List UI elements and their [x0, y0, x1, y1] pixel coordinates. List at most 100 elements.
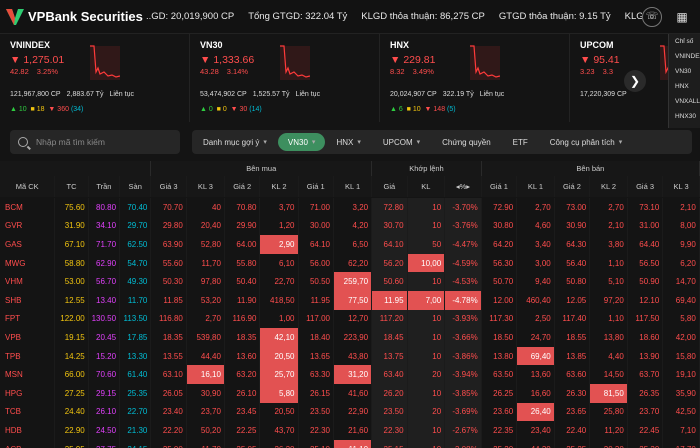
tab-vn30[interactable]: VN30 ▾ — [277, 133, 326, 151]
stock-symbol[interactable]: TCB — [0, 402, 56, 422]
search-box[interactable] — [10, 130, 180, 154]
stock-symbol[interactable]: FPT — [0, 309, 56, 329]
table-row[interactable]: GVR 31.90 34.10 29.70 29.80 20,40 29.90 1,20 30.… — [0, 216, 700, 236]
cell: -4.53% — [445, 272, 482, 291]
cell: 15,80 — [663, 346, 700, 366]
index-status: Liên tục — [479, 91, 505, 98]
cell: 3,70 — [260, 198, 299, 217]
cell: 23.60 — [482, 402, 518, 422]
filter-bar: Danh mục gợi ý▾VN30▾HNX▾UPCOM▾Chứng quyề… — [0, 126, 700, 158]
floor-count: (14) — [247, 106, 261, 113]
index-card-vn30[interactable]: VN30 ▼ 1,333.66 43.28 3.14% 53,474,902 CP 1,5… — [190, 34, 380, 122]
table-row[interactable]: HDB 22.90 24.50 21.30 22.20 50,20 22.25 43,70 22… — [0, 421, 700, 440]
tab-upcom[interactable]: UPCOM ▾ — [372, 130, 431, 154]
unchanged-count: ■ 10 — [402, 106, 421, 113]
index-price-value: 95.41 — [593, 54, 620, 66]
index-volume-row: 53,474,902 CP 1,525.57 Tỷ Liên tục — [200, 91, 326, 98]
cell: 18.45 — [372, 328, 408, 347]
cell: 19.15 — [55, 328, 89, 347]
column-header: Giá 3 — [627, 176, 664, 197]
stock-symbol[interactable]: HPG — [0, 384, 56, 403]
table-row[interactable]: VHM 53.00 56.70 49.30 50.30 97,80 50.40 22,70 50… — [0, 272, 700, 291]
table-row[interactable]: MSN 66.00 70.60 61.40 63.10 16,10 63.20 25,70 63… — [0, 365, 700, 384]
cell: 1,00 — [260, 309, 299, 329]
cell: 15.20 — [89, 346, 121, 366]
stock-symbol[interactable]: MSN — [0, 365, 56, 384]
cell: 27.75 — [89, 439, 121, 448]
stock-symbol[interactable]: TPB — [0, 346, 56, 366]
index-change-value: 8.32 — [390, 67, 405, 76]
index-change-pct: 3.3 — [602, 67, 614, 76]
stock-symbol[interactable]: GAS — [0, 235, 56, 254]
stock-symbol[interactable]: ACB — [0, 439, 56, 448]
tab-danh-mục-gợi-ý[interactable]: Danh mục gợi ý ▾ — [192, 130, 278, 154]
cell: 42,10 — [260, 328, 299, 347]
stock-symbol[interactable]: SHB — [0, 291, 56, 310]
cell: 63.60 — [555, 365, 591, 384]
cell: 13.60 — [225, 346, 261, 366]
tab-hnx[interactable]: HNX ▾ — [325, 130, 371, 154]
stock-symbol[interactable]: BCM — [0, 198, 56, 217]
table-row[interactable]: TCB 24.40 26.10 22.70 23.40 23,70 23.45 20,50 23… — [0, 402, 700, 422]
cell: 7,00 — [407, 291, 446, 310]
table-row[interactable]: BCM 75.60 80.80 70.40 70.70 40 70.80 3,70 71.00 3… — [0, 198, 700, 217]
table-row[interactable]: FPT 122.00 130.50 113.50 116.80 2,70 116.90 1,0… — [0, 309, 700, 329]
menu-grid-icon[interactable]: ▦ — [676, 9, 688, 24]
index-selector-title: Chỉ số — [675, 38, 694, 45]
sparkline-area — [90, 46, 120, 80]
stock-symbol[interactable]: HDB — [0, 421, 56, 440]
tab-label: HNX — [336, 137, 354, 147]
index-selector-item[interactable]: HNX30 — [675, 113, 696, 120]
index-selector-item[interactable]: HNX — [675, 83, 689, 90]
cell: 13.40 — [89, 291, 121, 310]
index-card-vnindex[interactable]: VNINDEX ▼ 1,275.01 42.82 3.25% 121,967,800 C… — [0, 34, 190, 122]
table-row[interactable]: ACB25.9527.7524.1525.0011,7025.0526,2025… — [0, 439, 700, 448]
tab-etf[interactable]: ETF — [502, 130, 539, 154]
column-header[interactable]: ◂ % ▸ — [445, 176, 482, 197]
caret-right-icon[interactable]: ▸ — [466, 182, 471, 191]
tab-chứng-quyền[interactable]: Chứng quyền — [431, 130, 502, 154]
chevron-down-icon: ▾ — [311, 139, 316, 146]
table-row[interactable]: MWG 58.80 62.90 54.70 55.60 11,70 55.80 6,10 56.… — [0, 253, 700, 273]
stock-symbol[interactable]: GVR — [0, 216, 56, 236]
table-row[interactable]: TPB 14.25 15.20 13.30 13.55 44,40 13.60 20,50 13… — [0, 346, 700, 366]
cell: 10 — [407, 346, 446, 366]
unchanged-value: 0 — [222, 106, 227, 113]
index-selector-item[interactable]: VNXALL — [675, 98, 700, 105]
cell: 64.00 — [225, 235, 261, 254]
cell: 2,10 — [663, 198, 700, 217]
cell: 116.80 — [151, 309, 187, 329]
brand-logo[interactable]: VPBank Securities — [0, 8, 146, 25]
index-selector-item[interactable]: VNINDEX — [675, 53, 700, 60]
cell: 58.80 — [55, 253, 89, 273]
stock-symbol[interactable]: VPB — [0, 328, 56, 347]
sparkline-line — [90, 45, 120, 78]
index-volume: 121,967,800 CP — [10, 91, 61, 98]
cell: 63.30 — [299, 365, 334, 384]
cell: 81,50 — [590, 384, 628, 403]
index-card-hnx[interactable]: HNX ▼ 229.81 8.32 3.49% 20,024,907 CP 322.19 … — [380, 34, 570, 122]
caret-left-icon[interactable]: ◂ — [455, 182, 460, 191]
tab-label: Danh mục gợi ý — [203, 137, 260, 147]
support-headset-icon[interactable]: ☏ — [642, 6, 662, 27]
table-row[interactable]: GAS 67.10 71.70 62.50 63.90 52,80 64.00 2,90 64.… — [0, 235, 700, 254]
search-input[interactable] — [36, 137, 166, 147]
tab-công-cụ-phân-tích[interactable]: Công cụ phân tích ▾ — [539, 130, 633, 154]
index-selector-item[interactable]: VN30 — [675, 68, 692, 75]
cell: 13.90 — [628, 346, 664, 366]
stock-symbol[interactable]: VHM — [0, 272, 56, 291]
advancers-value: 6 — [398, 106, 403, 113]
stock-symbol[interactable]: MWG — [0, 253, 56, 273]
cell: 53.00 — [55, 272, 89, 291]
table-row[interactable]: SHB 12.55 13.40 11.70 11.85 53,20 11.90 418,50 1… — [0, 291, 700, 310]
ticker-item: ..GD: 20,019,900 CP — [146, 11, 235, 22]
cell: 52,80 — [187, 235, 225, 254]
next-arrow-icon[interactable]: ❯ — [624, 70, 646, 92]
cell: 25.20 — [482, 439, 518, 448]
table-row[interactable]: VPB 19.15 20.45 17.85 18.35 539,80 18.35 42,10 1… — [0, 328, 700, 347]
table-row[interactable]: HPG 27.25 29.15 25.35 26.05 30,90 26.10 5,80 26.… — [0, 384, 700, 403]
index-volume-row: 121,967,800 CP 2,883.67 Tỷ Liên tục — [10, 91, 140, 98]
cell: 72.90 — [482, 198, 518, 217]
chevron-down-icon: ▾ — [416, 139, 421, 146]
cell: 19,10 — [663, 365, 700, 384]
